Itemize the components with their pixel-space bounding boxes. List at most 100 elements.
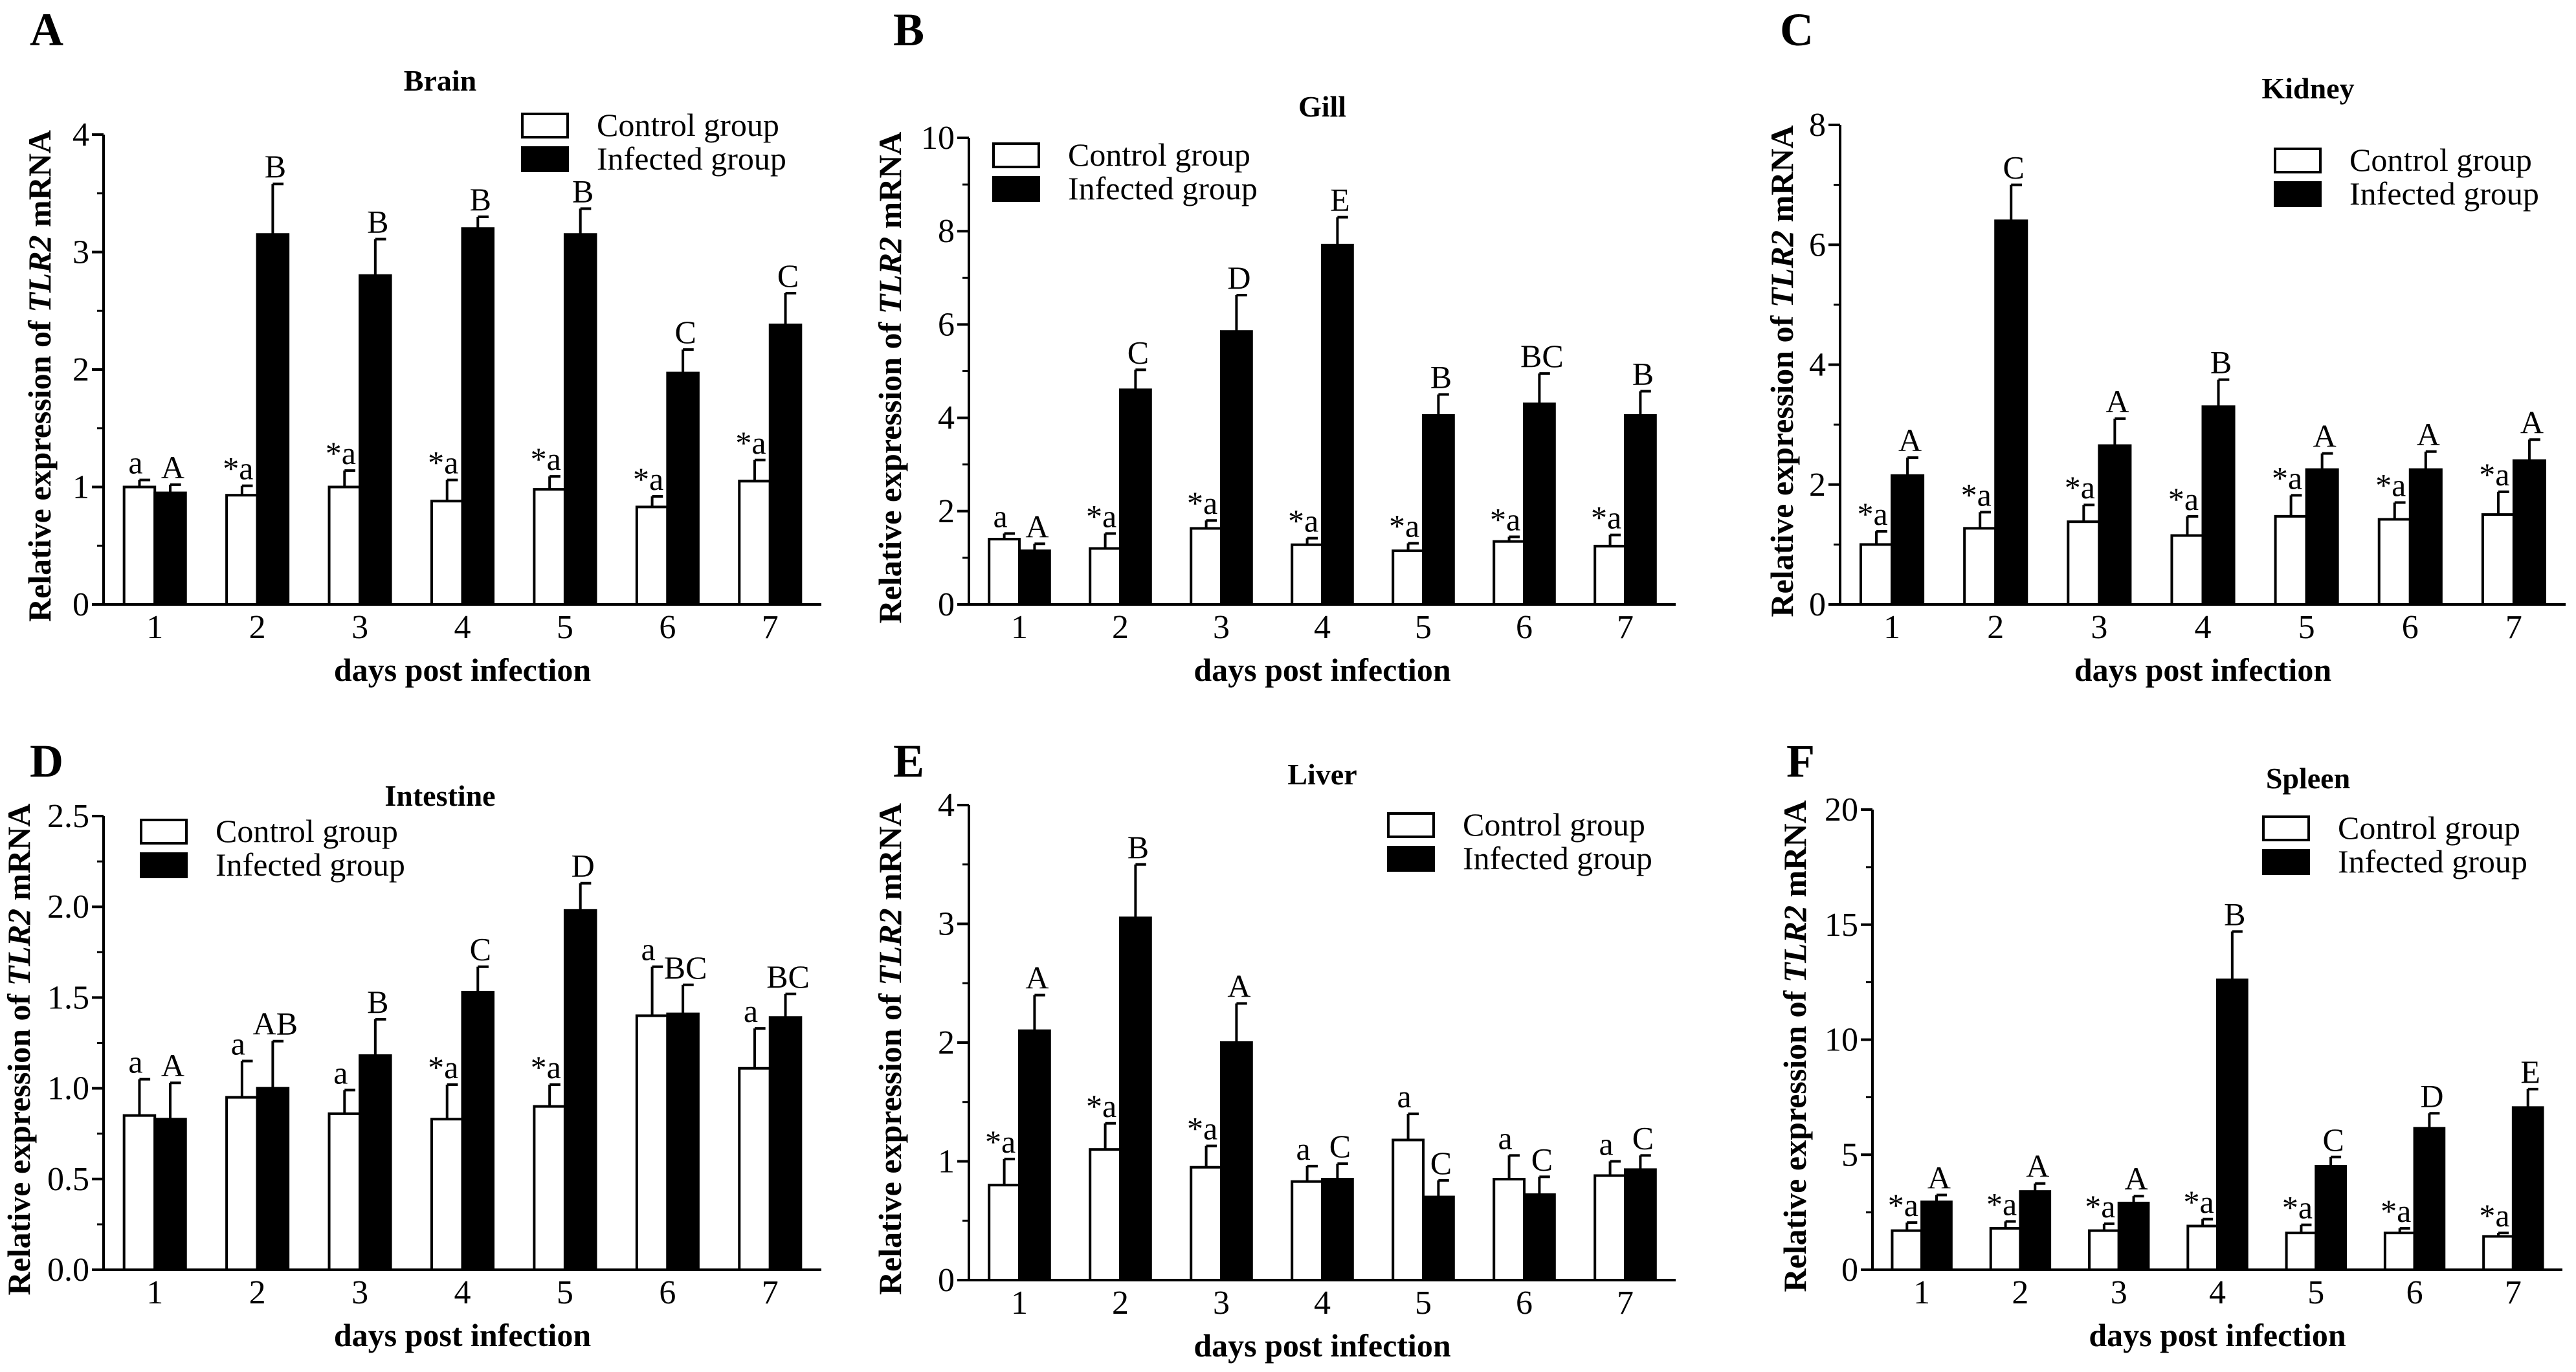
bar-infected <box>1018 549 1051 606</box>
significance-label: C <box>2003 149 2025 186</box>
bar-infected <box>1624 1168 1657 1281</box>
y-tick-label: 2 <box>938 493 955 530</box>
legend-label: Infected group <box>216 846 405 883</box>
bar-infected <box>256 233 290 606</box>
bar-control <box>988 1184 1021 1281</box>
y-label-gene: TLR2 <box>1777 905 1813 982</box>
bar-control <box>328 485 362 606</box>
x-tick-label: 5 <box>1415 1285 1432 1322</box>
x-tick-label: 1 <box>1011 609 1028 646</box>
legend-swatch-infected <box>1387 846 1435 872</box>
y-tick-label: 1 <box>938 1144 955 1180</box>
significance-label: E <box>2520 1054 2540 1090</box>
x-tick-label: 6 <box>2406 1274 2423 1311</box>
x-tick-label: 4 <box>1314 1285 1331 1322</box>
significance-label: a <box>1296 1131 1310 1167</box>
chart-title: Kidney <box>2261 72 2354 105</box>
x-axis-label: days post infection <box>1194 652 1450 688</box>
y-tick-label: 1.0 <box>47 1070 89 1107</box>
legend-label: Control group <box>1068 137 1250 173</box>
bar-infected <box>256 1087 290 1271</box>
y-label-suffix: mRNA <box>872 131 908 236</box>
bar-infected <box>1920 1200 1953 1271</box>
bar-infected <box>1321 1178 1354 1282</box>
y-tick-label: 1.5 <box>47 979 89 1016</box>
bar-infected <box>1119 388 1152 606</box>
significance-label: *a <box>223 450 253 487</box>
significance-label: B <box>470 181 491 217</box>
bar-infected <box>359 1054 392 1272</box>
significance-label: B <box>2224 896 2245 932</box>
panel-letter: E <box>893 735 924 787</box>
y-label-prefix: Relative expression of <box>1777 982 1813 1292</box>
significance-label: *a <box>2065 469 2095 505</box>
bar-infected <box>2512 459 2546 606</box>
bar-control <box>1891 1229 1924 1271</box>
y-tick-label: 0.5 <box>47 1161 89 1198</box>
bar-control <box>2377 518 2412 606</box>
bar-control <box>533 1105 566 1272</box>
x-tick-label: 2 <box>249 1274 266 1311</box>
panel-letter: A <box>30 4 63 56</box>
x-tick-label: 4 <box>454 609 471 646</box>
x-axis-label: days post infection <box>334 652 591 688</box>
x-tick-label: 3 <box>1213 1285 1230 1322</box>
chart-title: Intestine <box>384 779 495 812</box>
bar-control <box>2067 520 2101 606</box>
legend-swatch-control <box>521 113 569 138</box>
x-tick-label: 1 <box>146 1274 163 1311</box>
x-tick-label: 2 <box>1112 1285 1129 1322</box>
significance-label: *a <box>1187 485 1217 521</box>
bar-infected <box>1422 414 1455 606</box>
significance-label: A <box>2026 1148 2049 1184</box>
bar-control <box>1089 1148 1122 1282</box>
bar-control <box>1190 527 1223 606</box>
significance-label: *a <box>1187 1111 1217 1147</box>
significance-label: C <box>470 931 491 968</box>
bar-control <box>225 1096 259 1271</box>
significance-label: A <box>161 449 184 485</box>
x-tick-label: 6 <box>659 1274 676 1311</box>
x-tick-label: 2 <box>2012 1274 2028 1311</box>
bar-infected <box>1018 1029 1051 1282</box>
x-tick-label: 1 <box>146 609 163 646</box>
legend-swatch-infected <box>2274 181 2322 207</box>
x-tick-label: 3 <box>2111 1274 2127 1311</box>
significance-label: *a <box>1888 1187 1918 1223</box>
significance-label: *a <box>633 461 663 497</box>
significance-label: *a <box>2272 459 2302 496</box>
x-tick-label: 7 <box>762 609 779 646</box>
x-tick-label: 6 <box>2402 609 2419 646</box>
significance-label: a <box>1599 1126 1613 1162</box>
significance-label: a <box>641 931 655 968</box>
y-tick-label: 20 <box>1825 791 1858 828</box>
significance-label: B <box>367 984 388 1020</box>
legend-swatch-control <box>2274 148 2322 173</box>
bar-infected <box>768 324 803 606</box>
significance-label: *a <box>2085 1188 2115 1224</box>
bar-infected <box>1321 243 1354 606</box>
significance-label: A <box>2520 404 2544 440</box>
bar-infected <box>2315 1165 2347 1272</box>
y-label-suffix: mRNA <box>1 803 37 908</box>
x-tick-label: 4 <box>454 1274 471 1311</box>
panel-b: B Gill 0 2 4 6 8 10 Relative expression of TLR2 … <box>872 4 1676 688</box>
y-tick-label: 6 <box>938 306 955 343</box>
y-axis-label: Relative expression of TLR2 mRNA <box>1764 125 1800 617</box>
significance-label: *a <box>2168 481 2199 517</box>
x-tick-label: 4 <box>2209 1274 2226 1311</box>
bar-control <box>122 485 157 606</box>
y-label-gene: TLR2 <box>21 235 58 312</box>
chart-title: Brain <box>404 64 476 97</box>
significance-label: C <box>1632 1120 1654 1156</box>
legend-label: Infected group <box>1463 840 1652 876</box>
significance-label: a <box>993 498 1007 534</box>
y-label-suffix: mRNA <box>1764 125 1800 230</box>
significance-label: a <box>333 1054 348 1090</box>
significance-label: *a <box>2381 1193 2411 1229</box>
x-tick-label: 2 <box>249 609 266 646</box>
